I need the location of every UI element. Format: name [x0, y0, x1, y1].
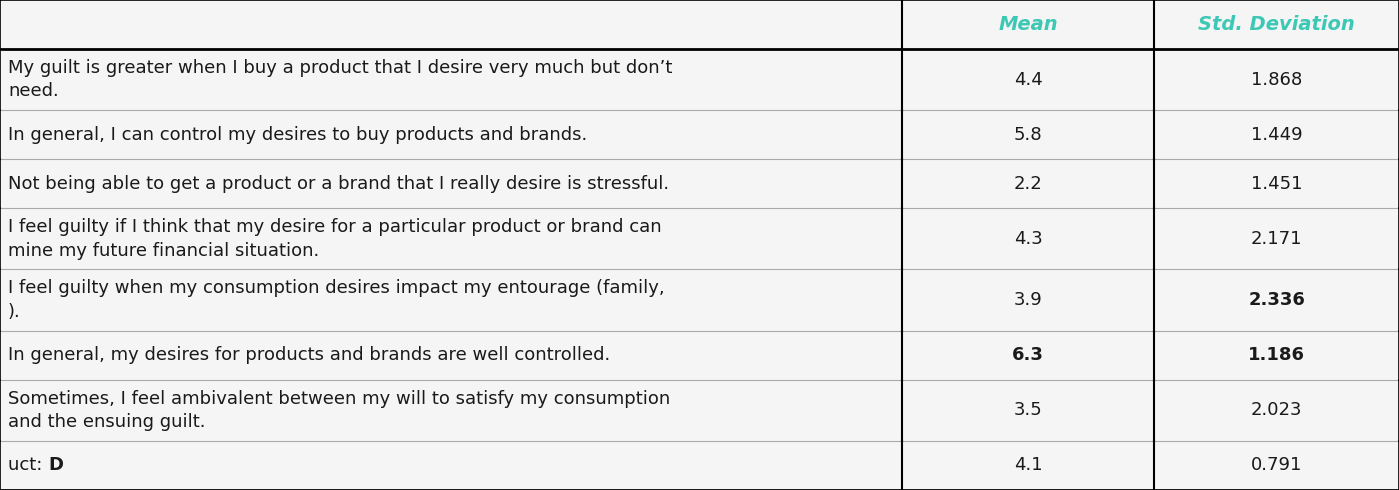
- Bar: [0, 331, 1399, 380]
- Text: In general, I can control my desires to buy products and brands.: In general, I can control my desires to …: [8, 126, 588, 144]
- Text: I feel guilty when my consumption desires impact my entourage (family,
).: I feel guilty when my consumption desire…: [8, 279, 665, 321]
- Text: 1.868: 1.868: [1251, 71, 1302, 89]
- Text: 2.336: 2.336: [1248, 291, 1305, 309]
- Text: I feel guilty if I think that my desire for a particular product or brand can
mi: I feel guilty if I think that my desire …: [8, 218, 662, 260]
- Text: 5.8: 5.8: [1014, 126, 1042, 144]
- Text: uct:: uct:: [8, 457, 48, 474]
- Text: 3.9: 3.9: [1014, 291, 1042, 309]
- Text: 2.2: 2.2: [1014, 175, 1042, 193]
- Bar: [0, 380, 1399, 441]
- Text: 1.449: 1.449: [1251, 126, 1302, 144]
- Text: Not being able to get a product or a brand that I really desire is stressful.: Not being able to get a product or a bra…: [8, 175, 669, 193]
- Text: 2.171: 2.171: [1251, 230, 1302, 248]
- Bar: [0, 49, 1399, 110]
- Text: 0.791: 0.791: [1251, 457, 1302, 474]
- Text: 2.023: 2.023: [1251, 401, 1302, 419]
- Text: 4.3: 4.3: [1014, 230, 1042, 248]
- Text: Std. Deviation: Std. Deviation: [1198, 15, 1356, 34]
- Text: 4.4: 4.4: [1014, 71, 1042, 89]
- Text: 6.3: 6.3: [1013, 346, 1044, 364]
- Text: In general, my desires for products and brands are well controlled.: In general, my desires for products and …: [8, 346, 610, 364]
- Bar: [0, 270, 1399, 331]
- Bar: [0, 441, 1399, 490]
- Text: 4.1: 4.1: [1014, 457, 1042, 474]
- Text: Mean: Mean: [999, 15, 1058, 34]
- Text: 3.5: 3.5: [1014, 401, 1042, 419]
- Text: D: D: [48, 457, 63, 474]
- Bar: [0, 0, 1399, 49]
- Bar: [0, 208, 1399, 270]
- Text: My guilt is greater when I buy a product that I desire very much but don’t
need.: My guilt is greater when I buy a product…: [8, 59, 673, 100]
- Text: Sometimes, I feel ambivalent between my will to satisfy my consumption
and the e: Sometimes, I feel ambivalent between my …: [8, 390, 670, 431]
- Text: 1.451: 1.451: [1251, 175, 1302, 193]
- Text: 1.186: 1.186: [1248, 346, 1305, 364]
- Bar: [0, 159, 1399, 208]
- Bar: [0, 110, 1399, 159]
